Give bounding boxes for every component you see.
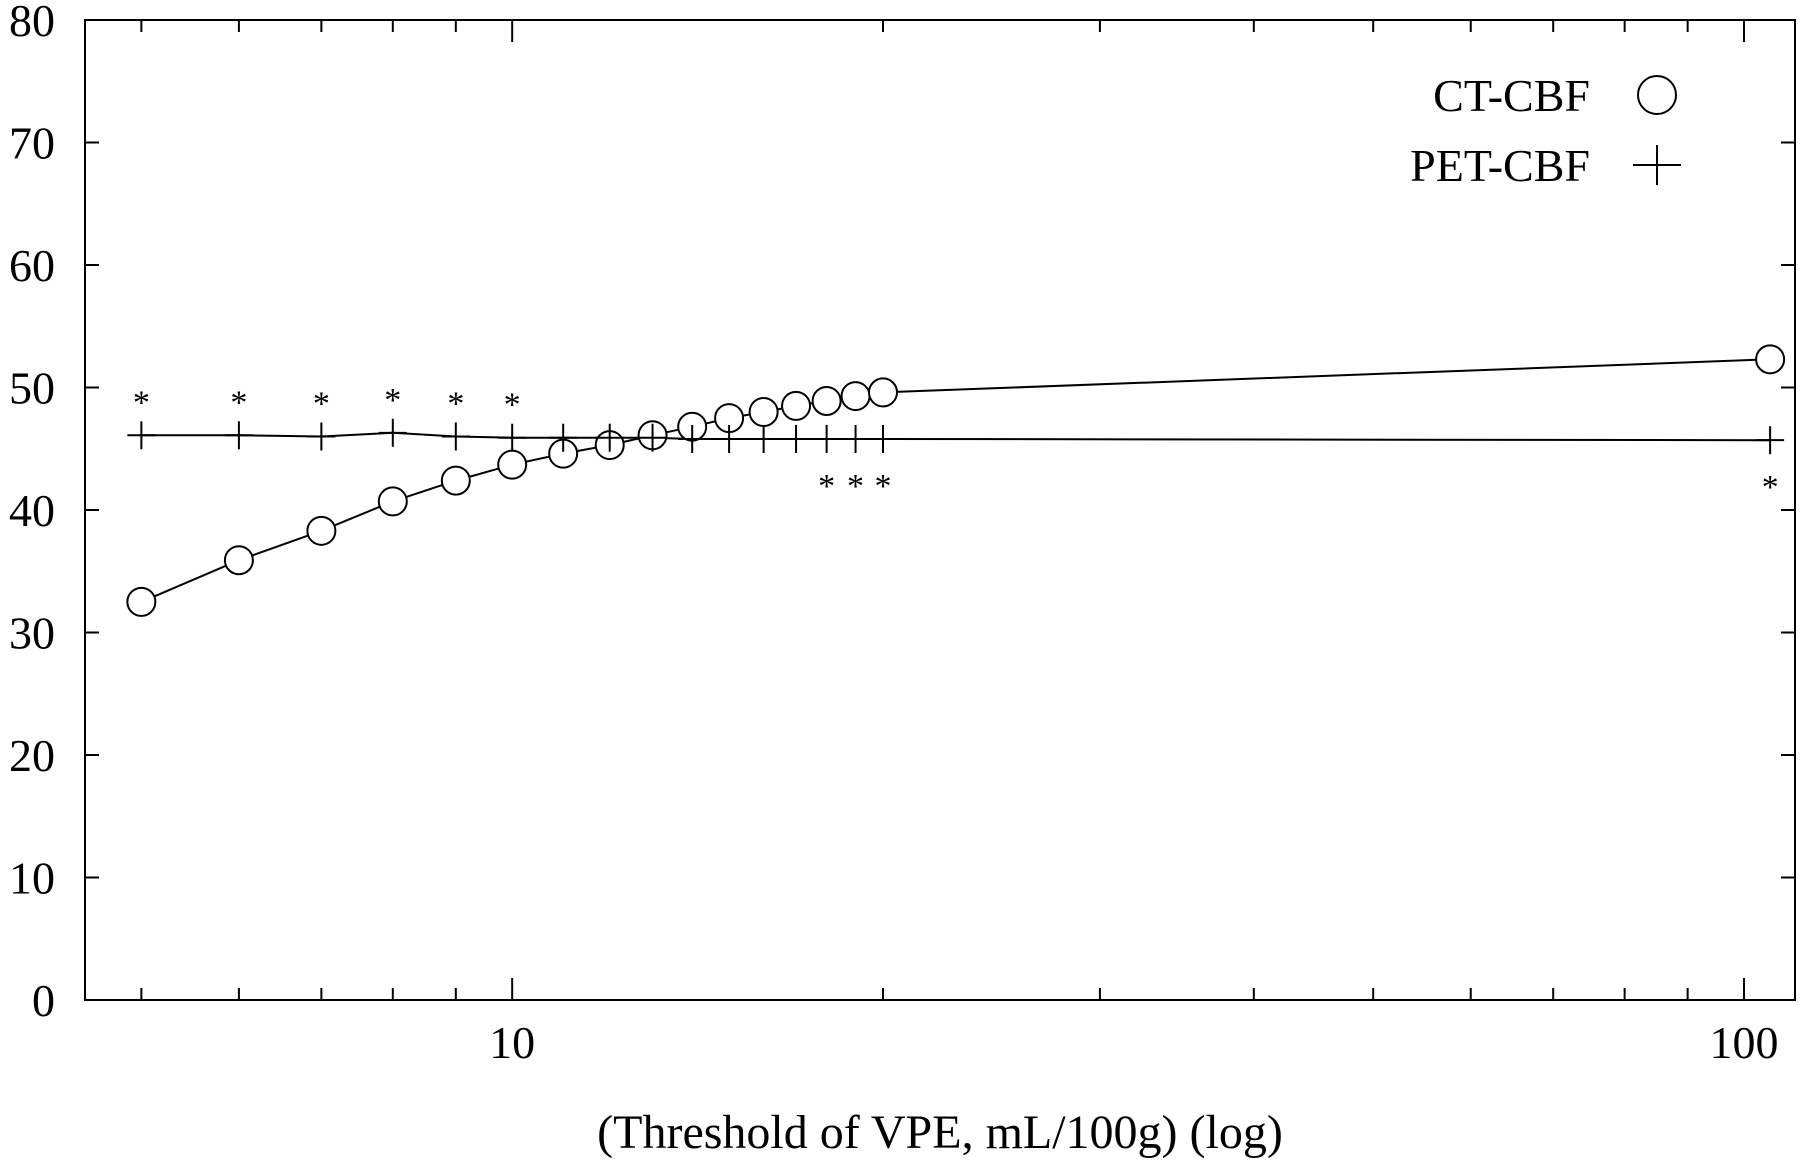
series-markers: [126, 344, 1786, 617]
pet-cbf-point: [715, 424, 744, 453]
ct-cbf-point: [781, 390, 812, 421]
significance-asterisk: *: [447, 386, 464, 423]
y-tick-label: 10: [9, 853, 55, 904]
significance-asterisk: *: [1762, 469, 1779, 506]
significance-asterisk: *: [384, 382, 401, 419]
y-tick-label: 40: [9, 485, 55, 536]
pet-cbf-point: [127, 421, 156, 450]
legend: CT-CBF PET-CBF: [1410, 70, 1681, 191]
ct-cbf-point: [811, 385, 842, 416]
ct-cbf-point: [223, 545, 254, 576]
y-tick-label: 30: [9, 608, 55, 659]
pet-cbf-point: [869, 424, 898, 453]
axis-ticks: 0 10 20 30 40 50 60 70 80 10 100: [9, 0, 1795, 1068]
significance-asterisk: *: [818, 468, 835, 505]
ct-cbf-point: [1755, 344, 1786, 375]
ct-cbf-point: [868, 377, 899, 408]
significance-asterisk: *: [313, 386, 330, 423]
ct-cbf-point: [840, 381, 871, 412]
y-tick-label: 50: [9, 363, 55, 414]
y-tick-label: 80: [9, 0, 55, 46]
series-line-pet-cbf: [141, 431, 1771, 442]
pet-cbf-point: [782, 424, 811, 453]
pet-cbf-point: [549, 423, 578, 452]
legend-marker-circle: [1637, 75, 1677, 115]
ct-cbf-point: [748, 397, 779, 427]
significance-annotations: * * * * * * * * * *: [133, 382, 1779, 506]
ct-cbf-point: [497, 449, 528, 480]
pet-cbf-point: [841, 424, 870, 453]
ct-cbf-point: [440, 465, 471, 496]
significance-asterisk: *: [504, 387, 521, 424]
y-tick-label: 70: [9, 118, 55, 169]
ct-cbf-point: [126, 586, 157, 617]
pet-cbf-point: [224, 421, 253, 450]
legend-label-ct-cbf: CT-CBF: [1433, 70, 1590, 121]
pet-cbf-point: [378, 418, 407, 447]
ct-cbf-point: [377, 486, 408, 517]
pet-cbf-point: [812, 424, 841, 453]
x-tick-label: 100: [1710, 1017, 1779, 1068]
legend-label-pet-cbf: PET-CBF: [1410, 140, 1590, 191]
pet-cbf-point: [498, 423, 527, 452]
pet-cbf-point: [1756, 426, 1785, 455]
pet-cbf-point: [595, 423, 624, 452]
significance-asterisk: *: [230, 384, 247, 421]
pet-cbf-point: [749, 424, 778, 453]
x-tick-label: 10: [489, 1017, 535, 1068]
pet-cbf-point: [307, 422, 336, 451]
y-tick-label: 60: [9, 240, 55, 291]
pet-cbf-point: [441, 422, 470, 451]
significance-asterisk: *: [847, 468, 864, 505]
y-tick-label: 20: [9, 730, 55, 781]
pet-cbf-point: [638, 423, 667, 452]
pet-cbf-point: [678, 424, 707, 453]
significance-asterisk: *: [133, 384, 150, 421]
ct-cbf-point: [306, 515, 337, 546]
x-axis-title: (Threshold of VPE, mL/100g) (log): [597, 1106, 1283, 1159]
significance-asterisk: *: [875, 468, 892, 505]
y-tick-label: 0: [32, 975, 55, 1026]
